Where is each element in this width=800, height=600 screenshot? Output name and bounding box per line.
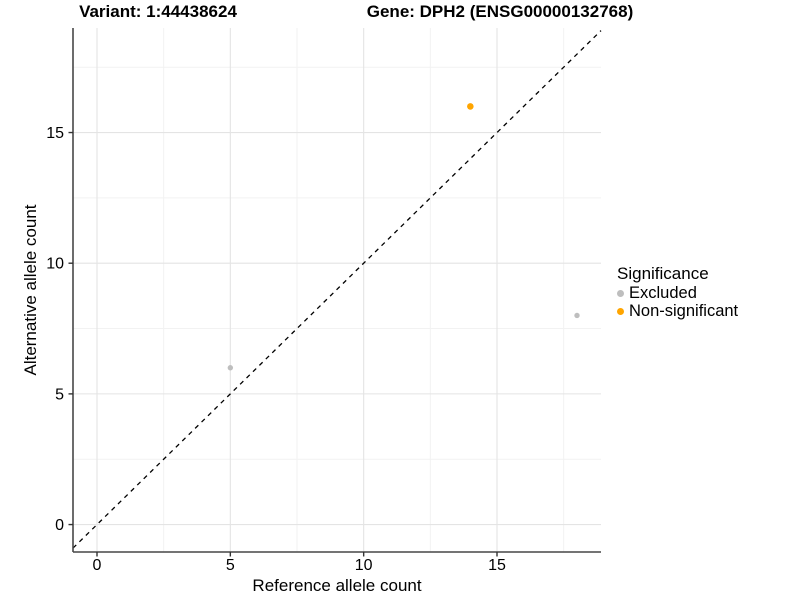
y-tick-label: 15: [46, 125, 64, 142]
legend-title: Significance: [617, 264, 709, 283]
plot-title-variant: Variant: 1:44438624: [79, 2, 237, 21]
identity-dashed-line: [72, 30, 602, 549]
legend-item-label: Non-significant: [629, 301, 739, 320]
plot-title-gene: Gene: DPH2 (ENSG00000132768): [366, 2, 634, 21]
y-axis-title: Alternative allele count: [21, 204, 40, 376]
x-axis-title: Reference allele count: [252, 576, 422, 595]
data-point-excluded: [227, 365, 234, 371]
legend: Significance Excluded Non-significant: [617, 264, 738, 320]
non-significant-dot-icon: [617, 307, 624, 315]
y-tick-label: 5: [55, 386, 64, 403]
y-tick-label: 10: [46, 256, 64, 273]
data-point-non-significant: [467, 103, 474, 110]
x-tick-label: 5: [226, 557, 235, 574]
legend-item-label: Excluded: [629, 283, 697, 302]
data-point-excluded: [574, 312, 580, 319]
y-tick-label: 0: [55, 517, 64, 534]
legend-item-excluded: Excluded: [617, 284, 738, 302]
x-tick-label: 0: [93, 557, 102, 574]
excluded-dot-icon: [617, 289, 624, 297]
legend-item-non-significant: Non-significant: [617, 302, 738, 320]
x-tick-label: 15: [488, 557, 506, 574]
x-tick-label: 10: [355, 557, 373, 574]
